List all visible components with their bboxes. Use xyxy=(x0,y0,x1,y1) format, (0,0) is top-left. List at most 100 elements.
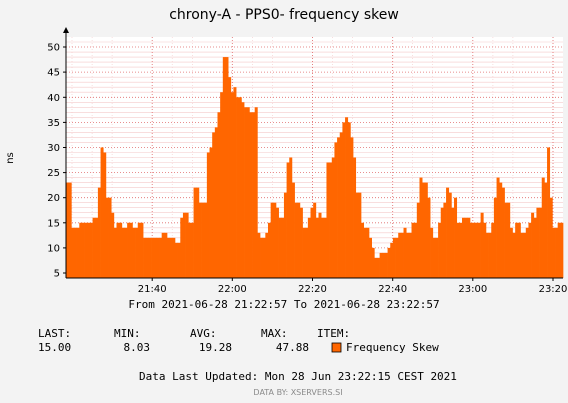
chart-title: chrony-A - PPS0- frequency skew xyxy=(169,7,399,23)
series-bar xyxy=(432,237,436,278)
series-bar xyxy=(507,202,511,278)
series-bar xyxy=(95,217,99,278)
series-bar xyxy=(297,202,301,278)
series-bar xyxy=(560,222,564,278)
series-bar xyxy=(438,222,442,278)
series-bar xyxy=(257,232,261,278)
series-bar xyxy=(416,202,420,278)
series-bar xyxy=(331,157,335,278)
series-bar xyxy=(451,207,455,278)
series-bar xyxy=(496,177,500,278)
x-tick-label: 22:20 xyxy=(298,284,327,295)
series-bar xyxy=(228,77,232,278)
series-bar xyxy=(384,252,388,278)
series-bar xyxy=(342,122,346,278)
series-bars xyxy=(66,57,564,279)
x-tick-label: 22:00 xyxy=(218,284,247,295)
series-bar xyxy=(334,142,338,278)
series-bar xyxy=(400,232,404,278)
axes xyxy=(63,27,563,281)
series-bar xyxy=(225,57,229,278)
series-bar xyxy=(414,222,418,278)
series-bar xyxy=(81,222,85,278)
series-bar xyxy=(315,217,319,278)
series-bar xyxy=(182,212,186,278)
series-bar xyxy=(151,237,155,278)
series-bar xyxy=(374,257,378,278)
series-bar xyxy=(509,227,513,278)
series-bar xyxy=(190,222,194,278)
series-bar xyxy=(174,242,178,278)
series-bar xyxy=(533,217,537,278)
series-bar xyxy=(493,197,497,278)
series-bar xyxy=(549,197,553,278)
series-bar xyxy=(299,207,303,278)
series-bar xyxy=(124,227,128,278)
series-bar xyxy=(382,252,386,278)
series-bar xyxy=(164,232,168,278)
series-bar xyxy=(517,222,521,278)
series-bar xyxy=(204,202,208,278)
series-bar xyxy=(153,237,157,278)
legend-header-item: ITEM: xyxy=(317,327,350,340)
series-bar xyxy=(528,222,532,278)
series-bar xyxy=(339,132,343,278)
series-bar xyxy=(217,112,221,278)
series-bar xyxy=(193,187,197,279)
series-bar xyxy=(294,202,298,278)
series-bar xyxy=(273,202,277,278)
series-bar xyxy=(477,222,481,278)
series-bar xyxy=(539,207,543,278)
x-tick-labels: 21:40 22:00 22:20 22:40 23:00 23:20 xyxy=(138,284,568,295)
series-bar xyxy=(244,107,248,278)
series-bar xyxy=(515,222,519,278)
legend-header-max: MAX: xyxy=(261,327,288,340)
series-bar xyxy=(395,237,399,278)
series-bar xyxy=(135,227,139,278)
series-bar xyxy=(371,247,375,279)
y-axis-label: ns xyxy=(5,152,16,164)
series-bar xyxy=(172,237,176,278)
series-bar xyxy=(188,222,192,278)
series-bar xyxy=(363,227,367,278)
series-bar xyxy=(103,152,107,278)
series-bar xyxy=(262,237,266,278)
series-bar xyxy=(443,202,447,278)
y-tick-label: 15 xyxy=(47,218,60,229)
series-bar xyxy=(89,222,93,278)
series-bar xyxy=(278,217,282,278)
series-bar xyxy=(206,152,210,278)
series-bar xyxy=(480,212,484,278)
y-tick-label: 25 xyxy=(47,168,60,179)
series-bar xyxy=(469,222,473,278)
y-tick-label: 20 xyxy=(47,193,60,204)
series-bar xyxy=(214,127,218,279)
series-bar xyxy=(79,222,83,278)
series-bar xyxy=(156,237,160,278)
series-bar xyxy=(230,92,234,278)
series-bar xyxy=(440,207,444,278)
series-bar xyxy=(491,222,495,278)
series-bar xyxy=(523,232,527,278)
series-bar xyxy=(140,222,144,278)
series-bar xyxy=(265,232,269,278)
series-bar xyxy=(143,237,147,278)
legend-avg-value: 19.28 xyxy=(199,341,232,354)
y-tick-label: 40 xyxy=(47,93,60,104)
series-bar xyxy=(66,182,70,278)
series-bar xyxy=(462,217,466,278)
series-bar xyxy=(368,237,372,278)
series-bar xyxy=(355,192,359,278)
series-bar xyxy=(92,217,96,278)
series-bar xyxy=(430,227,434,278)
series-bar xyxy=(544,182,548,278)
y-tick-label: 35 xyxy=(47,118,60,129)
legend-max-value: 47.88 xyxy=(276,341,309,354)
series-bar xyxy=(286,162,290,278)
series-bar xyxy=(212,132,216,278)
series-bar xyxy=(403,227,407,278)
series-bar xyxy=(512,232,516,278)
series-bar xyxy=(267,222,271,278)
series-bar xyxy=(260,237,264,278)
